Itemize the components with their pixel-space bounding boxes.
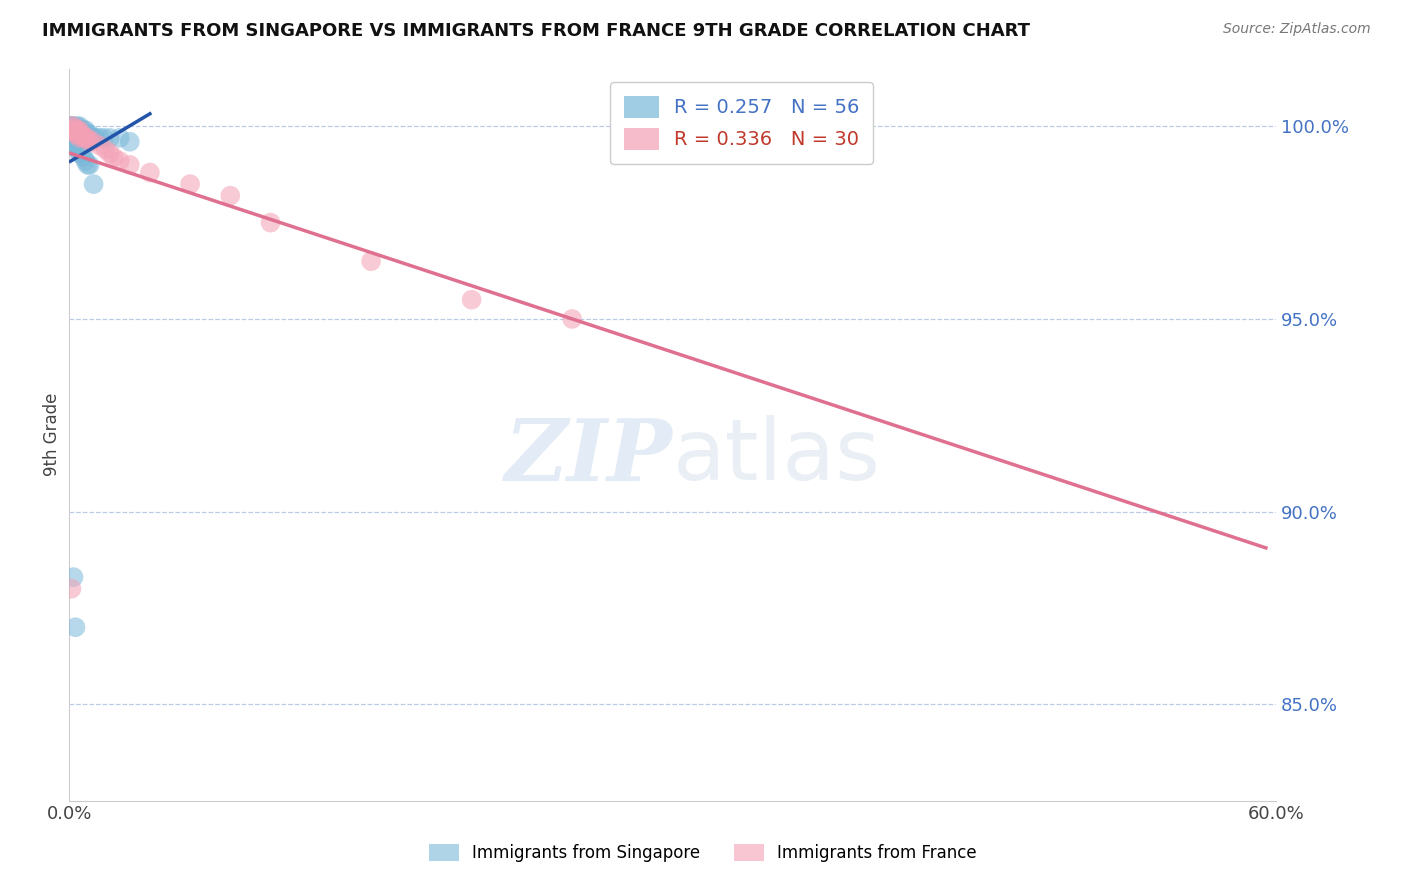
Point [561, 312, 583, 326]
Point [75, 123, 97, 137]
Legend: Immigrants from Singapore, Immigrants from France: Immigrants from Singapore, Immigrants fr… [420, 836, 986, 871]
Point [79, 127, 101, 141]
Point [60, 120, 83, 134]
Legend: R = 0.257   N = 56, R = 0.336   N = 30: R = 0.257 N = 56, R = 0.336 N = 30 [610, 82, 873, 164]
Point [60, 120, 83, 134]
Point [89, 131, 111, 145]
Text: IMMIGRANTS FROM SINGAPORE VS IMMIGRANTS FROM FRANCE 9TH GRADE CORRELATION CHART: IMMIGRANTS FROM SINGAPORE VS IMMIGRANTS … [42, 22, 1031, 40]
Point [62, 127, 84, 141]
Point [69, 127, 91, 141]
Point [70, 123, 93, 137]
Point [69, 123, 91, 137]
Point [76, 131, 98, 145]
Point [103, 150, 125, 164]
Point [94, 143, 117, 157]
Point [89, 138, 111, 153]
Point [62, 138, 84, 153]
Point [60, 120, 83, 134]
Point [62, 123, 84, 137]
Point [80, 131, 103, 145]
Point [62, 123, 84, 137]
Point [62, 131, 84, 145]
Point [66, 143, 89, 157]
Point [98, 131, 121, 145]
Point [65, 138, 87, 153]
Point [83, 177, 105, 191]
Point [259, 216, 281, 230]
Point [108, 153, 131, 168]
Point [83, 135, 105, 149]
Point [62, 570, 84, 584]
Point [70, 127, 93, 141]
Point [72, 150, 94, 164]
Point [70, 127, 93, 141]
Point [60, 127, 83, 141]
Point [93, 131, 115, 145]
Point [219, 188, 242, 202]
Point [76, 127, 98, 141]
Point [65, 123, 87, 137]
Point [60, 120, 83, 134]
Point [139, 165, 162, 179]
Point [70, 146, 93, 161]
Text: atlas: atlas [672, 415, 880, 498]
Point [76, 131, 98, 145]
Point [62, 120, 84, 134]
Point [65, 127, 87, 141]
Point [60, 135, 83, 149]
Point [79, 158, 101, 172]
Point [75, 131, 97, 145]
Point [65, 131, 87, 145]
Point [65, 127, 87, 141]
Point [460, 293, 482, 307]
Point [60, 123, 83, 137]
Point [76, 158, 98, 172]
Point [60, 123, 83, 137]
Point [66, 123, 89, 137]
Point [62, 123, 84, 137]
Point [62, 120, 84, 134]
Point [69, 131, 91, 145]
Text: ZIP: ZIP [505, 415, 672, 499]
Point [108, 131, 131, 145]
Point [69, 123, 91, 137]
Point [65, 120, 87, 134]
Point [66, 120, 89, 134]
Point [62, 120, 84, 134]
Point [65, 123, 87, 137]
Point [65, 123, 87, 137]
Point [60, 138, 83, 153]
Point [118, 135, 141, 149]
Point [66, 127, 89, 141]
Point [60, 123, 83, 137]
Point [75, 131, 97, 145]
Point [60, 120, 83, 134]
Point [360, 254, 382, 268]
Point [83, 131, 105, 145]
Point [69, 120, 91, 134]
Point [60, 582, 83, 596]
Point [66, 127, 89, 141]
Point [118, 158, 141, 172]
Point [75, 153, 97, 168]
Point [84, 131, 107, 145]
Point [72, 123, 94, 137]
Text: Source: ZipAtlas.com: Source: ZipAtlas.com [1223, 22, 1371, 37]
Point [66, 131, 89, 145]
Point [65, 620, 87, 634]
Point [69, 146, 91, 161]
Point [72, 131, 94, 145]
Y-axis label: 9th Grade: 9th Grade [44, 392, 60, 476]
Point [72, 127, 94, 141]
Point [98, 146, 121, 161]
Point [179, 177, 201, 191]
Point [79, 135, 101, 149]
Point [66, 123, 89, 137]
